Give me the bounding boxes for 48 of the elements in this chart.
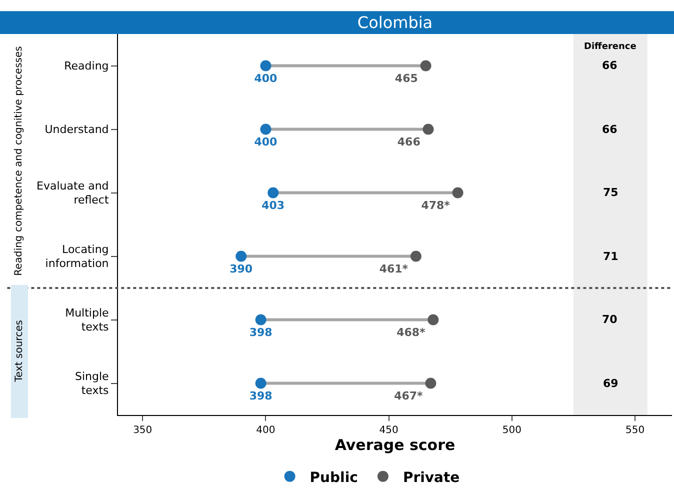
y-tick-label: Multiple texts	[65, 306, 110, 334]
y-tick-label: Evaluate and reflect	[36, 179, 110, 207]
point	[260, 60, 272, 72]
point	[422, 124, 434, 135]
y-tick-label: Locating information	[45, 242, 109, 270]
legend-label: Public	[310, 470, 358, 486]
y-tick-label: Single texts	[74, 370, 110, 398]
data-label: 400	[254, 135, 278, 148]
data-label: 468*	[396, 326, 426, 339]
chart-title: Colombia	[357, 12, 433, 32]
data-label: 465	[394, 72, 418, 85]
x-axis-title: Average score	[334, 436, 456, 454]
annotation: 69	[603, 377, 618, 390]
point	[428, 314, 439, 326]
point	[420, 60, 432, 72]
point	[425, 378, 436, 389]
data-label: 466	[397, 135, 421, 148]
legend-label: Private	[402, 470, 460, 486]
point	[255, 314, 266, 326]
annotation: 71	[603, 250, 618, 263]
point	[268, 187, 279, 198]
data-label: 398	[249, 326, 272, 339]
data-label: 400	[254, 72, 278, 85]
point	[452, 187, 464, 198]
data-label: 403	[262, 198, 285, 212]
point	[236, 250, 247, 262]
annotation: 66	[602, 59, 618, 72]
band-label: Difference	[584, 42, 636, 52]
annotation: 75	[603, 186, 618, 199]
point	[410, 250, 422, 262]
x-tick-label: 500	[502, 425, 522, 436]
text: Text sources	[14, 320, 25, 383]
x-tick-label: 350	[133, 425, 152, 436]
data-label: 467*	[394, 389, 424, 402]
point	[260, 124, 272, 135]
y-tick-label: Reading	[64, 60, 109, 73]
x-tick-label: 400	[256, 425, 276, 436]
data-label: 390	[230, 262, 253, 276]
x-tick-label: 550	[626, 425, 645, 436]
x-tick-label: 450	[379, 425, 398, 436]
data-label: 398	[249, 389, 272, 402]
data-label: 478*	[421, 198, 450, 212]
annotation: 66	[602, 123, 618, 136]
data-label: 461*	[379, 262, 408, 276]
y-tick-label: Understand	[44, 123, 109, 136]
point	[255, 378, 266, 389]
text: Reading competence and cognitive processes	[13, 46, 24, 276]
annotation: 70	[602, 313, 618, 326]
